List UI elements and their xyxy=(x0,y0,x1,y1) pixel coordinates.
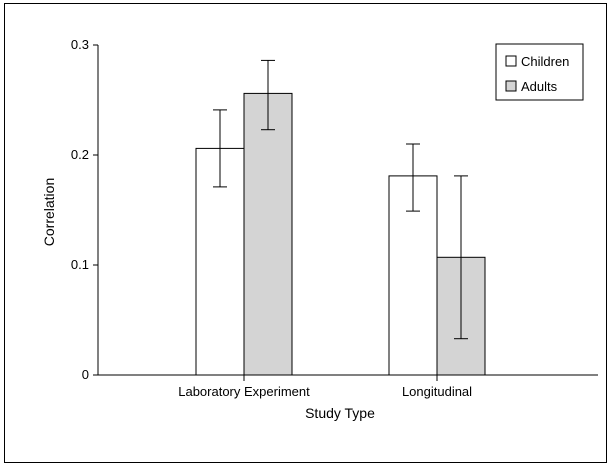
legend-swatch-adults xyxy=(505,80,517,92)
bar-chart: 0 0.1 0.2 0.3 Laboratory Experiment Longitudi… xyxy=(41,37,598,421)
legend-label-adults: Adults xyxy=(521,79,558,94)
x-axis-label: Study Type xyxy=(305,405,375,421)
legend-swatch-children xyxy=(505,55,517,67)
y-axis-label: Correlation xyxy=(41,178,57,246)
y-tick-label: 0.3 xyxy=(71,37,89,52)
x-tick-label: Laboratory Experiment xyxy=(178,384,310,399)
y-tick-label: 0 xyxy=(82,367,89,382)
legend-label-children: Children xyxy=(521,54,569,69)
bar-adults-0 xyxy=(243,92,293,376)
y-tick-label: 0.2 xyxy=(71,147,89,162)
plot-area: 0 0.1 0.2 0.3 Laboratory Experiment Longitudi… xyxy=(71,37,598,399)
x-tick-label: Longitudinal xyxy=(402,384,472,399)
legend: Children Adults xyxy=(495,43,584,101)
y-tick-label: 0.1 xyxy=(71,257,89,272)
